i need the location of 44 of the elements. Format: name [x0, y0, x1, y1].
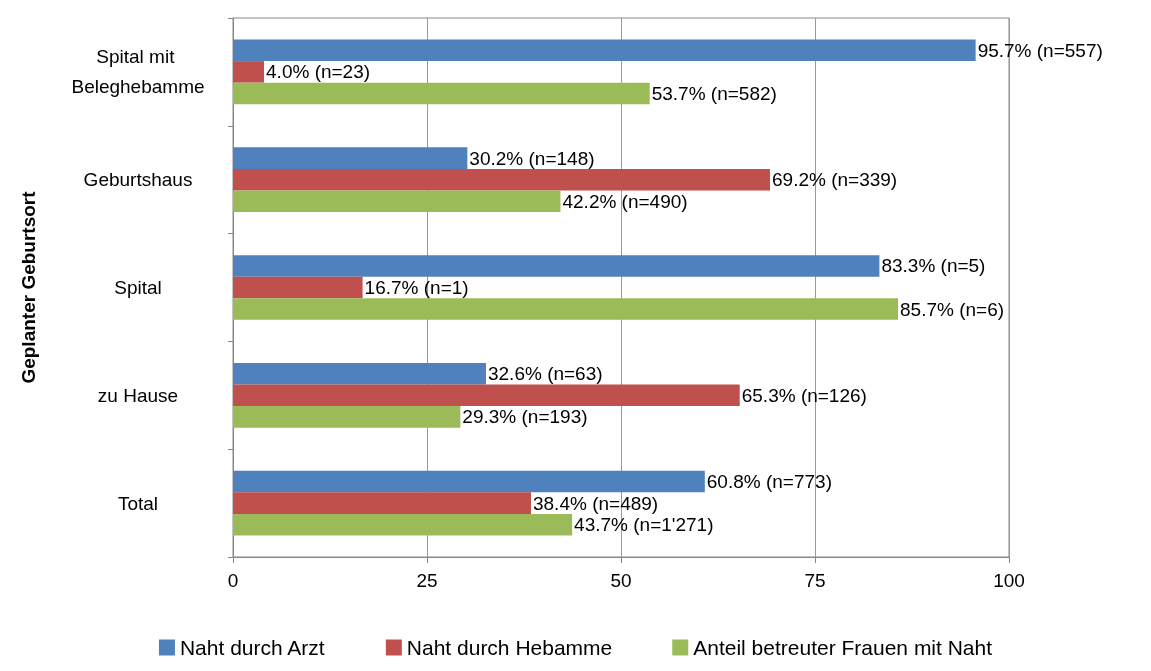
y-tick-label: Total [117, 492, 159, 514]
data-label: 43.7% (n=1'271) [574, 514, 714, 536]
y-tick-label: Spital mit Beleghebamme [71, 46, 205, 98]
bar [233, 406, 461, 428]
data-label: 95.7% (n=557) [977, 39, 1103, 61]
legend-label: Anteil betreuter Frauen mit Naht [693, 636, 993, 659]
data-label: 83.3% (n=5) [881, 255, 986, 277]
data-label: 38.4% (n=489) [532, 492, 659, 514]
x-tick-label: 100 [993, 570, 1025, 591]
data-label: 65.3% (n=126) [741, 384, 867, 406]
bar [233, 298, 899, 320]
bar [233, 147, 468, 169]
bar [233, 168, 770, 191]
bar [233, 190, 561, 213]
bar [233, 513, 573, 536]
bar [233, 276, 363, 299]
data-label: 60.8% (n=773) [706, 471, 832, 493]
y-tick-label: Spital [114, 277, 162, 298]
y-tick-label: zu Hause [97, 384, 179, 406]
x-tick-label: 75 [804, 570, 826, 591]
data-label: 53.7% (n=582) [651, 82, 777, 104]
bar [233, 492, 531, 514]
data-label: 30.2% (n=148) [469, 147, 595, 169]
bar [233, 362, 486, 385]
x-tick-label: 25 [416, 570, 438, 591]
x-tick-label: 50 [610, 570, 632, 591]
legend-label: Naht durch Arzt [179, 636, 325, 659]
bar [233, 255, 880, 277]
data-label: 16.7% (n=1) [364, 277, 469, 298]
y-axis-title: Geplanter Geburtsort [18, 190, 39, 384]
data-label: 29.3% (n=193) [462, 406, 588, 428]
bar [233, 470, 705, 493]
x-tick-label: 0 [227, 570, 239, 591]
bar [233, 61, 265, 83]
y-tick-label: Geburtshaus [83, 169, 193, 191]
data-label: 85.7% (n=6) [900, 298, 1005, 320]
bar [233, 384, 740, 407]
data-label: 32.6% (n=63) [487, 363, 603, 385]
data-label: 4.0% (n=23) [266, 61, 371, 83]
bar [233, 39, 976, 62]
data-label: 42.2% (n=490) [562, 190, 688, 212]
bar [233, 82, 650, 105]
data-label: 69.2% (n=339) [771, 169, 898, 191]
legend-label: Naht durch Hebamme [406, 636, 613, 659]
